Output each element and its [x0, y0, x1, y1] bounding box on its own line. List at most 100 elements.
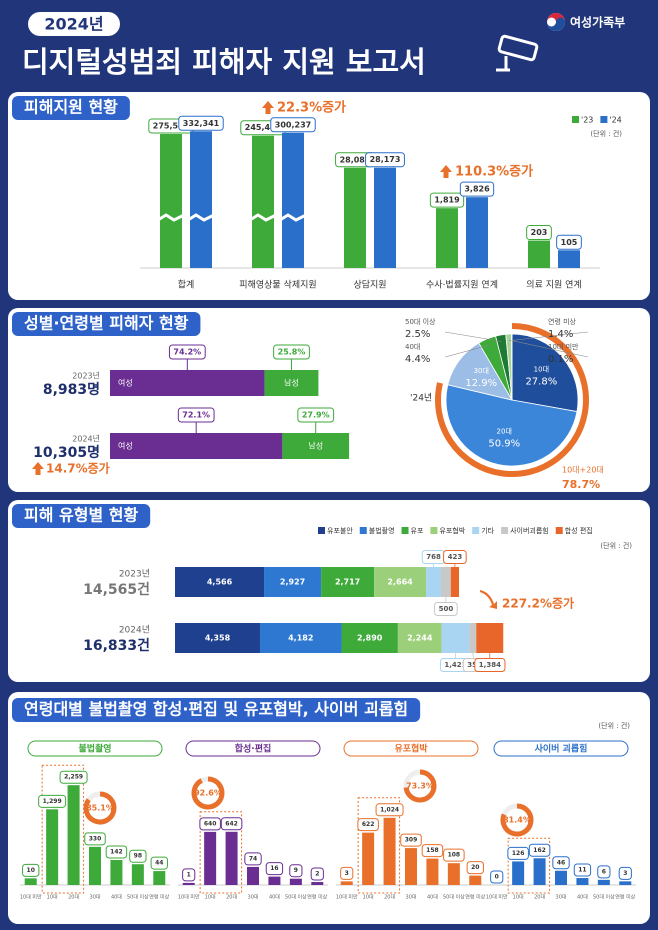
value-label-box: [421, 844, 444, 858]
camera-mount: [496, 56, 510, 72]
legend-label: '23: [581, 116, 593, 125]
pie-value: 27.8%: [525, 376, 557, 387]
value-label-box: [552, 856, 570, 870]
value-label: 25.8%: [278, 348, 306, 357]
pie-title: '24년: [410, 393, 432, 404]
x-tick-label: 수사·법률지원 연계: [426, 279, 498, 291]
value-label: 108: [448, 852, 461, 859]
section-tab: [12, 698, 421, 722]
value-label: 0: [495, 874, 499, 881]
bar-segment: [175, 623, 260, 653]
value-label-box: [220, 817, 243, 831]
x-tick-label: 30대: [90, 894, 101, 901]
value-label-box: [490, 870, 504, 884]
pie-value: 1.4%: [548, 329, 573, 340]
value-label: 44: [155, 860, 163, 867]
bar: [469, 875, 482, 885]
value-label-box: [273, 344, 310, 360]
section-title: 피해 유형별 현황: [24, 506, 138, 525]
value-label-box: [297, 407, 335, 423]
increase-arrow: [32, 462, 44, 475]
pie-label: 20대: [497, 427, 512, 435]
pie-value: 0.1%: [548, 354, 573, 365]
pie-label: 10대: [534, 365, 549, 373]
camera-icon: [496, 34, 539, 72]
value-label-box: [528, 843, 551, 857]
pie-value: 12.9%: [465, 378, 497, 389]
value-label-box: [289, 864, 303, 878]
value-label-box: [429, 192, 465, 208]
bar-segment: [282, 433, 350, 459]
legend-label: 불법촬영: [369, 526, 395, 535]
bar-segment: [476, 623, 504, 653]
value-label-box: [38, 794, 67, 808]
bar-segment: [441, 623, 470, 653]
segment-label: 여성: [118, 378, 133, 388]
year: 2024년: [44, 15, 103, 34]
mini-title: 합성·편집: [235, 743, 272, 755]
pie-slice: [445, 384, 578, 467]
bar: [67, 785, 80, 885]
pie-label: 40대: [405, 343, 420, 351]
bar: [533, 858, 546, 885]
bar: [466, 197, 488, 268]
x-tick-label: 20대: [384, 894, 395, 901]
bar: [344, 167, 366, 268]
value-label: 98: [134, 853, 142, 860]
value-label: 1,819: [434, 196, 460, 205]
value-label-box: [526, 225, 552, 241]
bar: [383, 817, 396, 885]
bar: [436, 208, 458, 268]
section-title: 성별·연령별 피해자 현황: [24, 314, 189, 333]
bar: [405, 848, 417, 885]
section-tab: [12, 312, 201, 336]
value-label: 423: [448, 553, 463, 561]
gauge-arc: [500, 803, 534, 837]
value-label-box: [59, 770, 88, 784]
value-label-box: [178, 115, 224, 131]
value-label-box: [340, 866, 354, 880]
legend-label: 합성 편집: [565, 526, 593, 535]
value-label-box: [177, 407, 215, 423]
x-tick-label: 연령 미상: [149, 894, 169, 901]
panel: [8, 692, 650, 924]
value-label: 275,520: [153, 122, 190, 131]
value-label-box: [182, 868, 196, 882]
leader-line: [508, 331, 589, 341]
axis-break: [249, 213, 277, 222]
bar: [182, 882, 195, 885]
bar-segment: [450, 567, 460, 597]
value-label-box: [507, 846, 529, 860]
annotation: 227.2%증가: [502, 596, 574, 611]
x-tick-label: 10대 미만: [486, 894, 508, 901]
x-tick-label: 40대: [427, 894, 438, 901]
row-total: 10,305명: [33, 444, 100, 461]
segment-label: 남성: [308, 442, 323, 451]
value-label-box: [597, 865, 611, 879]
row-label: 2023년: [72, 371, 100, 381]
legend-swatch: [600, 116, 608, 123]
value-label-box: [375, 803, 404, 817]
pie-label: 연령 미상: [548, 317, 577, 326]
year-pill: [28, 12, 120, 36]
legend-label: '24: [609, 116, 621, 125]
value-label: 11: [578, 867, 586, 874]
pie-label: 10대 미만: [548, 342, 579, 351]
bar-segment: [441, 567, 451, 597]
value-label-box: [400, 833, 422, 847]
value-label: 20: [471, 864, 479, 871]
bar: [447, 863, 460, 885]
value-label: 2: [315, 871, 319, 878]
x-tick-label: 10대: [513, 894, 524, 901]
row-label: 2024년: [119, 625, 150, 636]
unit-label: (단위 : 건): [600, 541, 632, 550]
bar: [282, 132, 304, 268]
bar: [190, 131, 212, 268]
bar-segment: [397, 623, 442, 653]
section-tab: [12, 504, 151, 528]
axis-break: [279, 213, 307, 222]
value-label: 330: [89, 835, 102, 842]
increase-arrow: [480, 590, 497, 609]
bar: [160, 134, 182, 268]
page-title: 디지털성범죄 피해자 지원 보고서: [22, 45, 426, 79]
